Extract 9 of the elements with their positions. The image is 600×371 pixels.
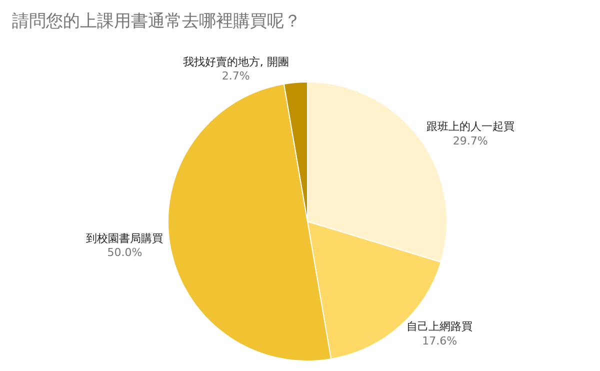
slice-label: 跟班上的人一起買 <box>426 120 514 133</box>
slice-label: 自己上網路買 <box>406 320 473 334</box>
data-label: 17.6% <box>422 334 458 348</box>
chart-title: 請問您的上課用書通常去哪裡購買呢？ <box>12 12 301 32</box>
slice-label: 到校園書局購買 <box>86 232 164 245</box>
data-label: 50.0% <box>107 246 142 260</box>
slice-label: 我找好賣的地方, 開團 <box>182 55 289 68</box>
data-label: 29.7% <box>452 134 488 148</box>
data-label: 2.7% <box>222 70 250 83</box>
